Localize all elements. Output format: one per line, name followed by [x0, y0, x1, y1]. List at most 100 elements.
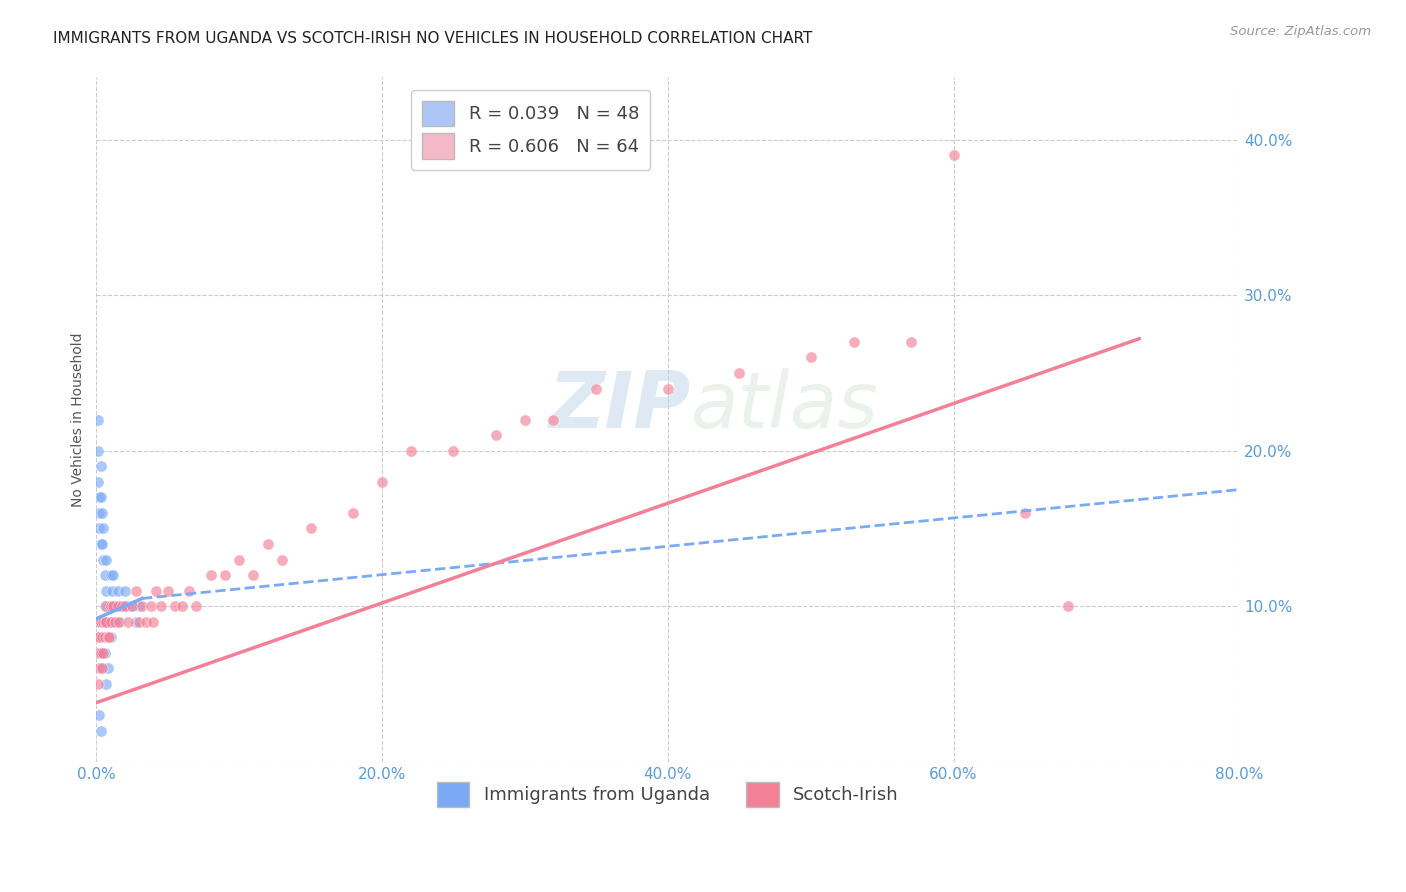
Point [104, 599, 127, 614]
Point [87, 475, 110, 489]
Point [114, 599, 136, 614]
Point [94, 599, 117, 614]
Point [87, 631, 110, 645]
Point [89, 615, 111, 629]
Legend: Immigrants from Uganda, Scotch-Irish: Immigrants from Uganda, Scotch-Irish [430, 774, 905, 814]
Point [89, 631, 111, 645]
Point [128, 615, 150, 629]
Point [107, 615, 129, 629]
Point [728, 366, 751, 380]
Point [91, 506, 114, 520]
Point [163, 599, 186, 614]
Point [100, 631, 122, 645]
Point [90, 661, 112, 675]
Point [256, 537, 278, 551]
Point [93, 615, 115, 629]
Point [89, 646, 111, 660]
Point [89, 491, 111, 505]
Point [87, 443, 110, 458]
Point [149, 599, 172, 614]
Point [96, 583, 118, 598]
Point [100, 568, 122, 582]
Point [139, 599, 162, 614]
Point [107, 599, 129, 614]
Point [91, 661, 114, 675]
Point [657, 382, 679, 396]
Text: atlas: atlas [690, 368, 879, 444]
Point [299, 521, 322, 535]
Point [93, 521, 115, 535]
Point [94, 631, 117, 645]
Point [186, 599, 208, 614]
Point [94, 646, 117, 660]
Text: IMMIGRANTS FROM UGANDA VS SCOTCH-IRISH NO VEHICLES IN HOUSEHOLD CORRELATION CHAR: IMMIGRANTS FROM UGANDA VS SCOTCH-IRISH N… [53, 31, 813, 46]
Point [585, 382, 607, 396]
Point [91, 631, 114, 645]
Point [942, 148, 965, 162]
Point [100, 599, 122, 614]
Point [100, 615, 122, 629]
Point [87, 646, 110, 660]
Point [91, 646, 114, 660]
Y-axis label: No Vehicles in Household: No Vehicles in Household [72, 333, 86, 507]
Point [90, 537, 112, 551]
Point [842, 334, 865, 349]
Point [342, 506, 364, 520]
Point [100, 615, 122, 629]
Point [104, 615, 127, 629]
Point [125, 615, 148, 629]
Point [214, 568, 236, 582]
Text: Source: ZipAtlas.com: Source: ZipAtlas.com [1230, 25, 1371, 38]
Point [900, 334, 922, 349]
Point [1056, 599, 1078, 614]
Point [98, 631, 121, 645]
Point [89, 521, 111, 535]
Point [96, 677, 118, 691]
Point [170, 599, 193, 614]
Point [128, 599, 150, 614]
Point [228, 552, 250, 566]
Point [100, 599, 122, 614]
Point [90, 646, 112, 660]
Point [111, 599, 134, 614]
Point [111, 599, 134, 614]
Point [96, 615, 118, 629]
Point [90, 615, 112, 629]
Point [145, 583, 167, 598]
Point [121, 599, 143, 614]
Point [89, 708, 111, 723]
Point [97, 631, 120, 645]
Point [271, 552, 294, 566]
Point [131, 599, 153, 614]
Point [98, 599, 121, 614]
Point [94, 568, 117, 582]
Point [97, 615, 120, 629]
Point [96, 552, 118, 566]
Point [117, 599, 139, 614]
Point [93, 631, 115, 645]
Point [101, 583, 124, 598]
Point [513, 412, 536, 426]
Point [107, 583, 129, 598]
Point [93, 552, 115, 566]
Point [1014, 506, 1036, 520]
Point [125, 583, 148, 598]
Point [543, 412, 565, 426]
Point [89, 506, 111, 520]
Point [93, 646, 115, 660]
Point [121, 599, 143, 614]
Point [87, 412, 110, 426]
Point [135, 615, 157, 629]
Point [179, 583, 201, 598]
Point [114, 583, 136, 598]
Point [97, 661, 120, 675]
Point [91, 537, 114, 551]
Point [371, 475, 394, 489]
Point [108, 615, 131, 629]
Point [89, 631, 111, 645]
Point [87, 677, 110, 691]
Point [90, 491, 112, 505]
Point [242, 568, 264, 582]
Point [800, 351, 823, 365]
Point [117, 615, 139, 629]
